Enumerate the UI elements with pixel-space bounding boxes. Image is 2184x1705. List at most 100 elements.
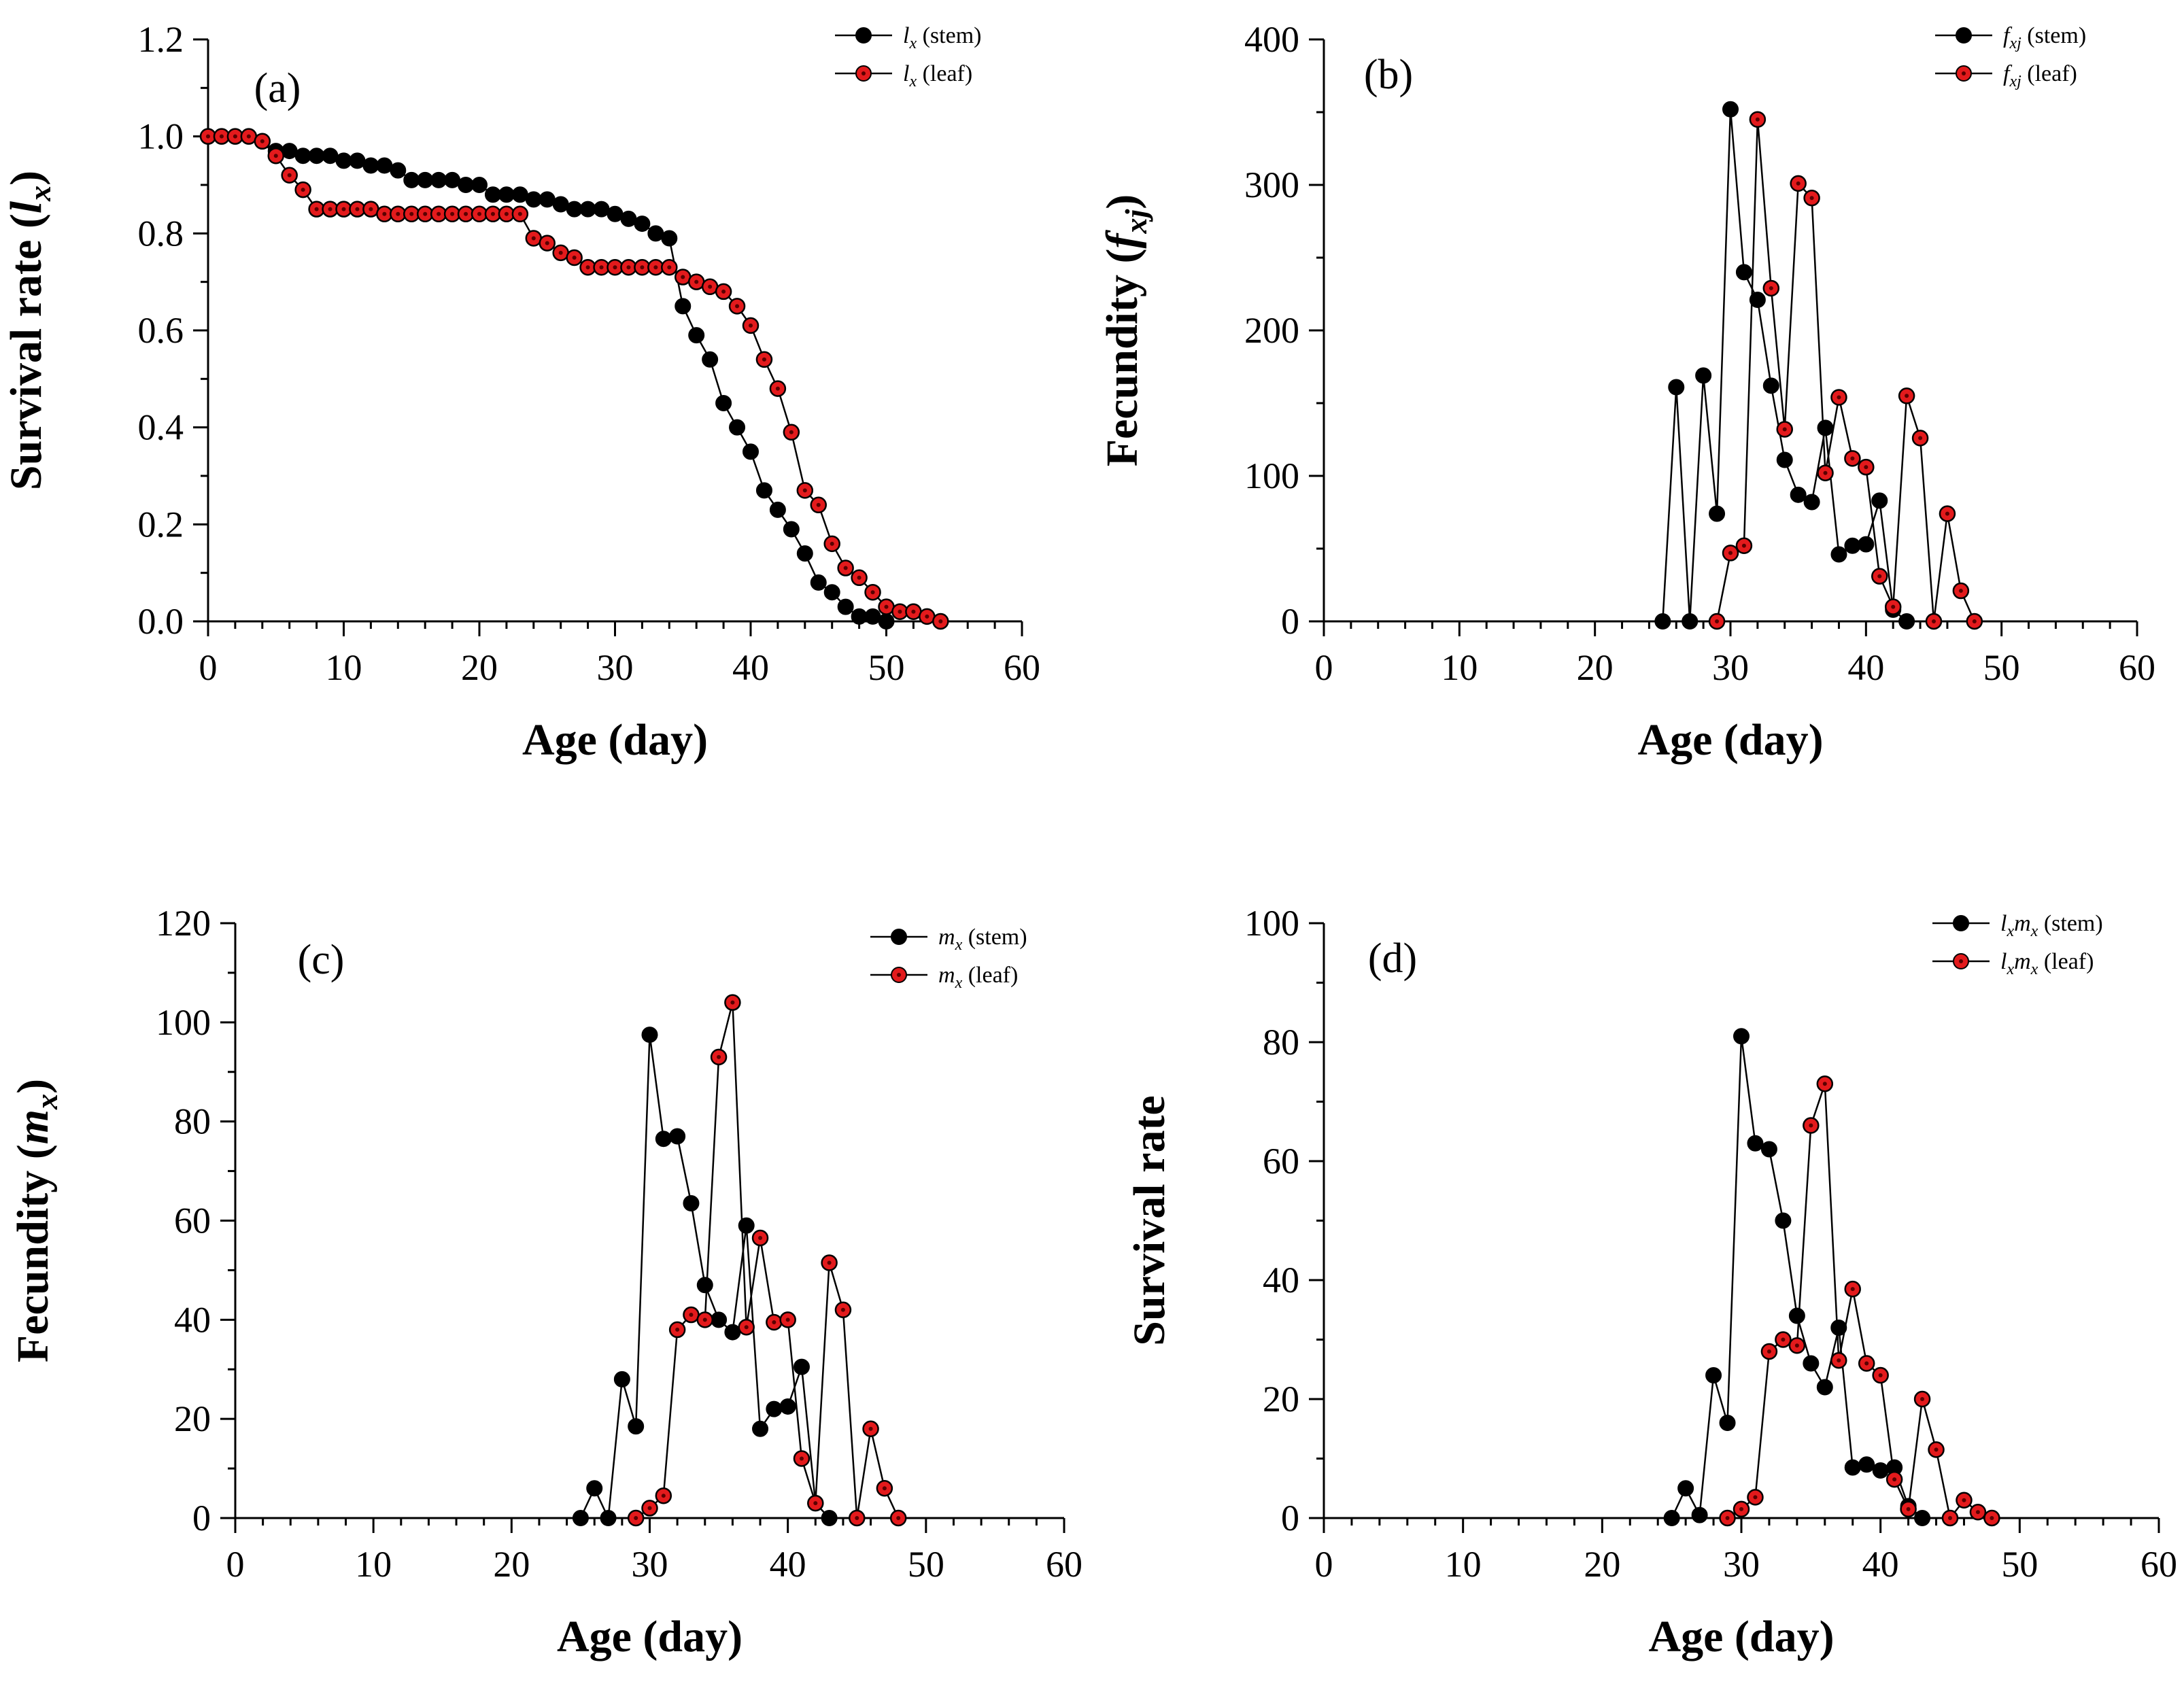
- data-point-stem: [1844, 537, 1861, 554]
- x-tick-label: 20: [493, 1544, 530, 1585]
- data-point-leaf-center: [870, 590, 875, 595]
- data-point-stem: [539, 191, 556, 208]
- data-point-leaf-center: [1905, 394, 1909, 398]
- legend-marker-center: [861, 71, 866, 75]
- data-point-leaf-center: [369, 207, 373, 211]
- data-point-leaf-center: [758, 1236, 763, 1241]
- data-point-stem: [655, 1131, 672, 1148]
- data-point-leaf-center: [1715, 619, 1720, 623]
- x-tick-label: 20: [1584, 1544, 1620, 1585]
- x-axis-title: Age (day): [1637, 715, 1823, 765]
- data-point-leaf-center: [1990, 1516, 1994, 1520]
- data-point-stem: [1803, 494, 1820, 511]
- legend: mx (stem) mx (leaf): [870, 925, 1027, 992]
- legend-label: fxj (leaf): [2003, 61, 2077, 90]
- data-point-leaf-center: [898, 609, 902, 614]
- x-tick-label: 10: [326, 647, 362, 688]
- data-point-stem: [471, 177, 488, 193]
- data-point-stem: [1663, 1510, 1680, 1526]
- data-point-leaf-center: [855, 1516, 859, 1520]
- data-point-leaf-center: [675, 1327, 680, 1332]
- data-point-stem: [579, 201, 596, 218]
- data-point-leaf-center: [341, 207, 346, 211]
- data-point-stem: [1830, 546, 1847, 563]
- data-point-leaf-center: [1975, 1510, 1980, 1515]
- data-point-stem: [1749, 292, 1766, 309]
- x-tick-label: 60: [1046, 1544, 1082, 1585]
- data-point-stem: [1682, 613, 1699, 630]
- y-tick-label: 0.2: [138, 504, 184, 545]
- data-point-stem: [1654, 613, 1671, 630]
- data-point-leaf-center: [1725, 1516, 1730, 1520]
- data-point-leaf-center: [1850, 456, 1855, 461]
- data-point-stem: [724, 1324, 741, 1341]
- x-tick-label: 0: [1315, 647, 1333, 688]
- data-point-leaf-center: [1796, 181, 1801, 186]
- data-point-leaf-center: [1972, 619, 1977, 623]
- data-point-stem: [586, 1480, 603, 1497]
- x-tick-label: 50: [908, 1544, 944, 1585]
- x-tick-label: 50: [868, 647, 905, 688]
- data-point-leaf-center: [273, 154, 278, 158]
- data-point-leaf-center: [1837, 1358, 1841, 1363]
- data-point-leaf-center: [744, 1325, 749, 1330]
- data-point-leaf-center: [884, 604, 889, 609]
- data-point-leaf-center: [1767, 1349, 1771, 1354]
- data-point-leaf-center: [246, 134, 251, 139]
- y-tick-label: 0: [1281, 1498, 1299, 1538]
- data-point-stem: [525, 191, 542, 208]
- y-tick-label: 0.6: [138, 310, 184, 351]
- y-tick-label: 0.8: [138, 213, 184, 254]
- y-tick-label: 300: [1244, 165, 1299, 205]
- panel-label: (c): [298, 937, 345, 983]
- panels: 0 10 20 30 40 50 60 0.0 0.2 0.4 0.6 0.8 1.0 1.2 Age (d…: [1, 19, 2177, 1661]
- data-point-stem: [634, 216, 651, 232]
- data-point-leaf-center: [857, 575, 861, 580]
- data-point-stem: [1733, 1028, 1750, 1045]
- data-point-stem: [1722, 101, 1739, 118]
- data-point-leaf-center: [1728, 551, 1733, 555]
- y-tick-label: 40: [1263, 1260, 1299, 1301]
- data-point-leaf-center: [1945, 511, 1949, 516]
- data-point-leaf-center: [1906, 1506, 1911, 1511]
- data-point-leaf-center: [1962, 1498, 1966, 1502]
- data-point-stem: [702, 351, 719, 368]
- data-point-leaf-center: [1878, 1373, 1883, 1377]
- data-point-leaf-center: [799, 1456, 804, 1461]
- series-leaf: [627, 994, 907, 1527]
- data-point-stem: [572, 1510, 589, 1526]
- data-point-leaf-center: [802, 488, 807, 493]
- series-leaf: [1708, 111, 1983, 630]
- y-tick-label: 1.0: [138, 116, 184, 157]
- legend-label: lx (leaf): [903, 61, 972, 90]
- data-point-stem: [837, 598, 854, 615]
- data-point-leaf-center: [477, 211, 481, 216]
- data-point-stem: [1677, 1480, 1694, 1497]
- data-point-leaf-center: [437, 211, 441, 216]
- data-point-leaf-center: [653, 265, 658, 270]
- legend-marker-stem: [1953, 915, 1969, 931]
- chart-panel-a: 0 10 20 30 40 50 60 0.0 0.2 0.4 0.6 0.8 1.0 1.2 Age (d…: [1, 19, 1040, 765]
- legend-label: mx (leaf): [938, 963, 1018, 992]
- legend-marker-center: [897, 973, 901, 977]
- data-point-leaf-center: [689, 1313, 694, 1318]
- data-point-leaf-center: [585, 265, 590, 270]
- data-point-stem: [417, 171, 434, 188]
- panel-label: (a): [254, 65, 301, 111]
- data-point-leaf-center: [708, 284, 713, 289]
- data-point-leaf-center: [1823, 470, 1828, 475]
- data-point-stem: [1872, 1462, 1889, 1479]
- chart-panel-b: 0 10 20 30 40 50 60 0 100 200 300 400 Age (day) Fecun…: [1097, 19, 2155, 765]
- x-tick-label: 30: [1712, 647, 1749, 688]
- data-point-leaf-center: [1822, 1082, 1827, 1086]
- data-point-leaf-center: [1755, 117, 1760, 122]
- y-tick-label: 120: [156, 903, 211, 944]
- data-point-leaf-center: [206, 134, 210, 139]
- x-tick-label: 40: [770, 1544, 806, 1585]
- data-point-stem: [783, 521, 800, 538]
- y-tick-label: 40: [174, 1299, 211, 1340]
- data-point-stem: [1803, 1355, 1820, 1372]
- data-point-stem: [593, 201, 610, 218]
- chart-panel-c: 0 10 20 30 40 50 60 0 20 40 60 80 100 120 Age (day) Fec…: [8, 903, 1082, 1661]
- data-point-leaf-center: [260, 139, 265, 143]
